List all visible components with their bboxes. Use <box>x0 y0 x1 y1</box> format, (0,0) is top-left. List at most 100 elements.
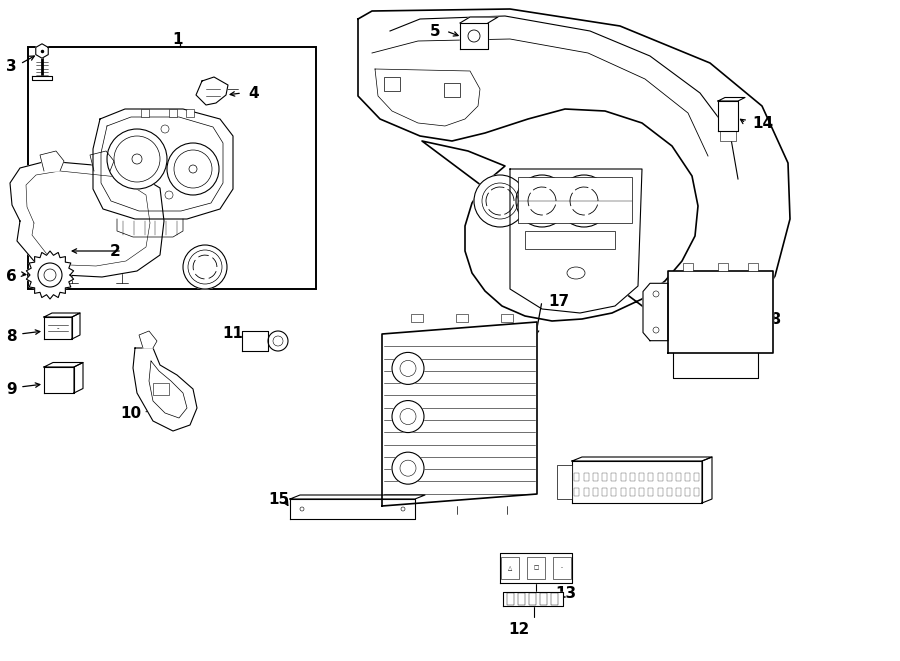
Text: 17: 17 <box>548 293 569 309</box>
Text: 8: 8 <box>6 329 16 344</box>
Polygon shape <box>460 17 498 23</box>
Bar <box>658 473 662 481</box>
Bar <box>718 263 728 271</box>
Bar <box>507 593 514 605</box>
Bar <box>602 488 608 496</box>
Bar <box>695 488 699 496</box>
Bar <box>685 488 690 496</box>
Polygon shape <box>358 9 790 353</box>
Bar <box>540 593 547 605</box>
Text: 3: 3 <box>6 59 16 73</box>
Bar <box>648 488 653 496</box>
Text: 14: 14 <box>752 116 773 130</box>
Bar <box>501 557 519 579</box>
Polygon shape <box>673 353 758 378</box>
Polygon shape <box>72 313 80 339</box>
Polygon shape <box>290 495 425 499</box>
Bar <box>593 473 598 481</box>
Circle shape <box>300 507 304 511</box>
Bar <box>456 314 468 322</box>
Circle shape <box>161 125 169 133</box>
Text: 2: 2 <box>110 243 121 258</box>
Text: 16: 16 <box>680 471 701 486</box>
Bar <box>444 83 460 97</box>
Polygon shape <box>32 76 52 80</box>
Text: 10: 10 <box>120 405 141 420</box>
Bar <box>695 473 699 481</box>
Bar <box>630 473 634 481</box>
Polygon shape <box>74 362 83 393</box>
Circle shape <box>558 175 610 227</box>
Bar <box>611 488 616 496</box>
Bar <box>501 314 513 322</box>
Text: 12: 12 <box>508 621 529 637</box>
Polygon shape <box>643 284 668 340</box>
Text: □: □ <box>534 566 538 570</box>
Text: 1: 1 <box>172 32 183 46</box>
Bar <box>658 488 662 496</box>
Polygon shape <box>702 457 712 503</box>
Bar <box>584 473 589 481</box>
Bar <box>676 488 681 496</box>
Bar <box>574 488 580 496</box>
Bar <box>411 314 423 322</box>
Polygon shape <box>290 499 415 519</box>
Circle shape <box>189 165 197 173</box>
Bar <box>630 488 634 496</box>
Text: 9: 9 <box>6 381 16 397</box>
Text: △: △ <box>508 566 512 570</box>
Bar <box>551 593 558 605</box>
Circle shape <box>38 263 62 287</box>
Bar <box>593 488 598 496</box>
Polygon shape <box>90 151 114 171</box>
Circle shape <box>188 250 222 284</box>
Bar <box>667 473 671 481</box>
Circle shape <box>183 245 227 289</box>
Polygon shape <box>718 101 738 131</box>
Circle shape <box>107 129 167 189</box>
Bar <box>667 488 671 496</box>
Text: 5: 5 <box>430 24 441 38</box>
Polygon shape <box>10 161 164 277</box>
Circle shape <box>474 175 526 227</box>
Polygon shape <box>196 77 228 105</box>
Circle shape <box>392 401 424 432</box>
Bar <box>574 473 580 481</box>
Bar <box>518 177 632 223</box>
Bar <box>720 131 736 141</box>
Text: 7: 7 <box>198 262 209 276</box>
Text: 18: 18 <box>760 311 781 327</box>
Polygon shape <box>668 271 773 353</box>
Bar <box>169 109 177 117</box>
Bar <box>584 488 589 496</box>
Polygon shape <box>133 348 197 431</box>
Bar <box>676 473 681 481</box>
Bar <box>621 488 626 496</box>
Text: 11: 11 <box>222 325 243 340</box>
Text: 13: 13 <box>555 586 576 600</box>
Polygon shape <box>149 361 187 418</box>
Polygon shape <box>44 362 83 367</box>
Text: 4: 4 <box>248 85 258 100</box>
Circle shape <box>392 352 424 385</box>
Bar <box>602 473 608 481</box>
Polygon shape <box>44 317 72 339</box>
Bar <box>553 557 571 579</box>
Bar <box>153 383 169 395</box>
Polygon shape <box>26 251 74 299</box>
Bar <box>527 557 545 579</box>
Polygon shape <box>503 592 563 606</box>
Bar <box>384 77 400 91</box>
Polygon shape <box>139 331 157 348</box>
Polygon shape <box>93 109 233 219</box>
Polygon shape <box>44 367 74 393</box>
Polygon shape <box>242 331 268 351</box>
Polygon shape <box>382 322 537 506</box>
Bar <box>683 263 693 271</box>
Polygon shape <box>500 553 572 583</box>
Text: 15: 15 <box>268 492 289 506</box>
Polygon shape <box>572 457 712 461</box>
Circle shape <box>268 331 288 351</box>
Circle shape <box>165 191 173 199</box>
Bar <box>639 488 644 496</box>
